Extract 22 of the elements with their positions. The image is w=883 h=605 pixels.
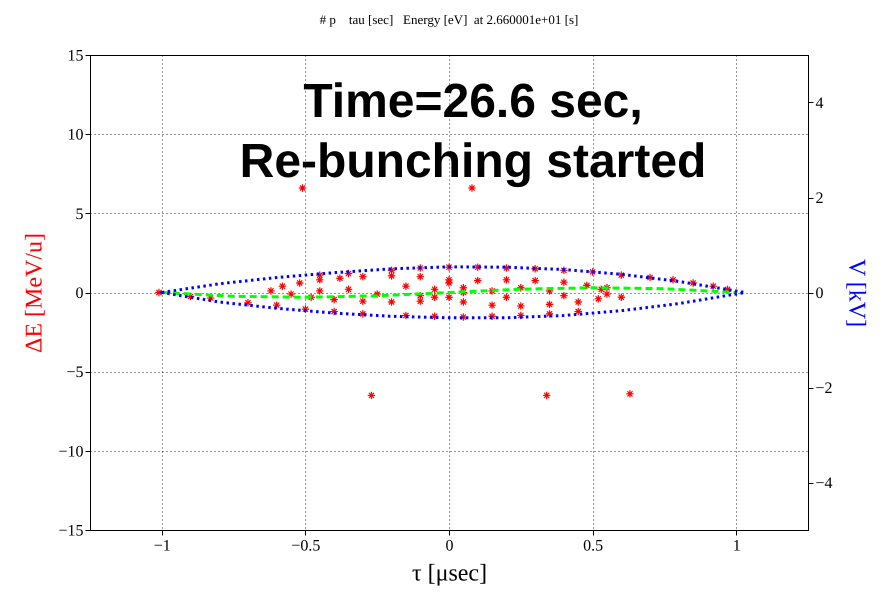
y-tick-label: 0 [76, 285, 84, 302]
y-axis-title: ΔE [MeV/u] [21, 232, 48, 354]
x-tick-label: 0 [446, 538, 454, 554]
y-tick-label: −5 [66, 364, 84, 382]
y2-tick-label: 2 [816, 190, 824, 207]
y2-tick-label: 4 [816, 95, 824, 112]
y-tick-label: 10 [68, 126, 84, 144]
y2-tick-label: −4 [816, 475, 833, 492]
x-tick-label: 1 [732, 538, 741, 554]
chart-title: # p tau [sec] Energy [eV] at 2.660001e+01 [s] [320, 12, 578, 27]
y2-axis-title: V [kV] [844, 258, 870, 328]
y-tick-label: −10 [58, 443, 84, 460]
y-tick-label: 5 [76, 206, 84, 223]
y2-tick-label: 0 [816, 285, 824, 302]
x-tick-label: −0.5 [291, 538, 320, 554]
y-tick-label: −15 [58, 522, 84, 540]
y2-tick-label: −2 [816, 380, 833, 397]
x-tick-label: −1 [154, 538, 171, 554]
x-tick-label: 0.5 [583, 538, 604, 554]
x-axis-title: τ [μsec] [412, 560, 488, 586]
y-tick-label: 15 [68, 48, 84, 64]
annotation: Time=26.6 sec, Re-bunching started [240, 75, 706, 188]
